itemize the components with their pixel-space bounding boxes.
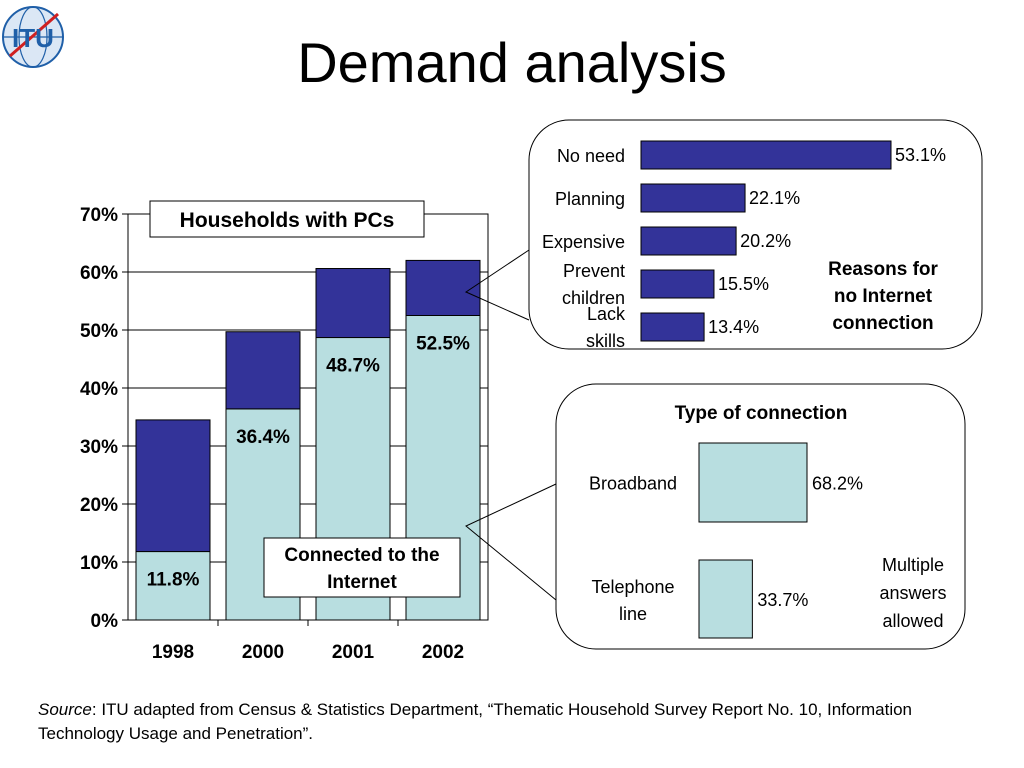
source-text: : ITU adapted from Census & Statistics D… bbox=[38, 700, 913, 743]
reasons-title: Reasons for no Internet connection bbox=[828, 259, 938, 334]
data-label: 36.4% bbox=[236, 427, 290, 448]
annotation-connected: Connected to the Internet bbox=[284, 545, 439, 593]
source-label: Source bbox=[38, 700, 92, 719]
bar-not-connected bbox=[405, 259, 481, 316]
logo-text: ITU bbox=[12, 23, 54, 53]
reason-value-label: 13.4% bbox=[708, 317, 759, 337]
connection-type-category-label: Telephone line bbox=[591, 577, 674, 624]
annotation-box bbox=[263, 537, 461, 598]
y-tick-label: 10% bbox=[80, 553, 118, 574]
itu-logo: ITU bbox=[0, 4, 66, 70]
y-tick-label: 40% bbox=[80, 379, 118, 400]
y-tick-label: 0% bbox=[91, 611, 119, 632]
reason-bar bbox=[640, 269, 715, 299]
multiple-answers-note: Multiple answers allowed bbox=[879, 555, 946, 631]
data-label: 11.8% bbox=[147, 570, 200, 591]
data-label: 48.7% bbox=[326, 356, 380, 377]
connection-type-value-label: 33.7% bbox=[757, 590, 808, 610]
y-tick-label: 60% bbox=[80, 263, 118, 284]
reason-value-label: 53.1% bbox=[895, 145, 946, 165]
connection-type-title: Type of connection bbox=[675, 403, 848, 424]
x-tick-label: 2002 bbox=[422, 642, 464, 663]
y-tick-label: 50% bbox=[80, 321, 118, 342]
reason-bar bbox=[640, 226, 737, 256]
callout-type-pointer bbox=[465, 483, 557, 601]
slide-title: Demand analysis bbox=[297, 31, 727, 94]
reason-category-label: Lack skills bbox=[586, 304, 626, 351]
callout-reasons-pointer bbox=[464, 249, 530, 321]
households-chart: 0% 10% 20% 30% 40% 50% 60% 70% 1998 2000 2001 2002… bbox=[80, 200, 489, 663]
reason-bar bbox=[640, 312, 705, 342]
reason-bar bbox=[640, 183, 746, 213]
reasons-chart: 53.1% No need 22.1% Planning 20.2% Expensive 1… bbox=[542, 140, 946, 351]
bar-not-connected bbox=[225, 331, 301, 410]
y-tick-label: 30% bbox=[80, 437, 118, 458]
reason-bar bbox=[640, 140, 892, 170]
reason-value-label: 20.2% bbox=[740, 231, 791, 251]
connection-type-category-label: Broadband bbox=[589, 474, 677, 494]
x-tick-label: 2001 bbox=[332, 642, 375, 663]
reason-category-label: No need bbox=[557, 146, 625, 166]
connection-type-bar bbox=[698, 559, 753, 639]
connection-type-bar bbox=[698, 442, 808, 523]
connection-type-chart: Type of connection 68.2% Broadband 33.7% Tel… bbox=[589, 403, 947, 639]
bar-connected bbox=[135, 551, 211, 621]
connection-type-value-label: 68.2% bbox=[812, 474, 863, 494]
reason-value-label: 15.5% bbox=[718, 274, 769, 294]
x-tick-label: 1998 bbox=[152, 642, 194, 663]
reason-category-label: Prevent children bbox=[562, 261, 625, 308]
chart-title: Households with PCs bbox=[180, 209, 395, 232]
data-label: 52.5% bbox=[416, 334, 470, 355]
source-note: Source: ITU adapted from Census & Statis… bbox=[38, 698, 988, 746]
reason-category-label: Expensive bbox=[542, 232, 625, 252]
reason-value-label: 22.1% bbox=[749, 188, 800, 208]
chart-title-box bbox=[149, 200, 425, 238]
bar-not-connected bbox=[315, 268, 391, 339]
bar-not-connected bbox=[135, 419, 211, 553]
x-tick-label: 2000 bbox=[242, 642, 284, 663]
reason-category-label: Planning bbox=[555, 189, 625, 209]
y-tick-label: 70% bbox=[80, 205, 118, 226]
y-tick-label: 20% bbox=[80, 495, 118, 516]
